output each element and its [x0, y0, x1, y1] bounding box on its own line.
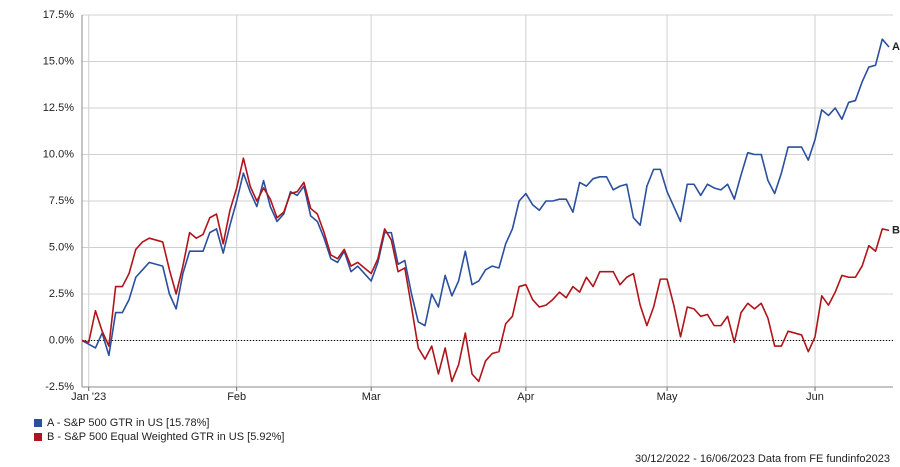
legend-label: B - S&P 500 Equal Weighted GTR in US [5.…: [47, 431, 284, 443]
x-tick-label: Feb: [227, 391, 246, 403]
end-label: A: [892, 41, 900, 53]
y-tick-label: 5.0%: [49, 241, 74, 253]
x-tick-label: Mar: [362, 391, 381, 403]
series-line: [81, 157, 890, 383]
y-tick-label: 10.0%: [43, 148, 74, 160]
y-tick-label: 12.5%: [43, 102, 74, 114]
end-label: B: [892, 224, 900, 236]
y-tick-label: 0.0%: [49, 334, 74, 346]
x-tick-label: Jan '23: [71, 391, 106, 403]
y-tick-label: 15.0%: [43, 55, 74, 67]
y-tick-label: 2.5%: [49, 288, 74, 300]
y-tick-label: 17.5%: [43, 9, 74, 21]
legend-label: A - S&P 500 GTR in US [15.78%]: [47, 417, 209, 429]
legend-swatch: [34, 433, 42, 441]
legend-swatch: [34, 419, 42, 427]
x-tick-label: May: [657, 391, 678, 403]
y-tick-label: -2.5%: [45, 381, 74, 393]
x-tick-label: Jun: [806, 391, 824, 403]
x-tick-label: Apr: [517, 391, 534, 403]
footer: 30/12/2022 - 16/06/2023 Data from FE fun…: [635, 453, 890, 465]
series-line: [81, 38, 890, 357]
y-tick-label: 7.5%: [49, 195, 74, 207]
